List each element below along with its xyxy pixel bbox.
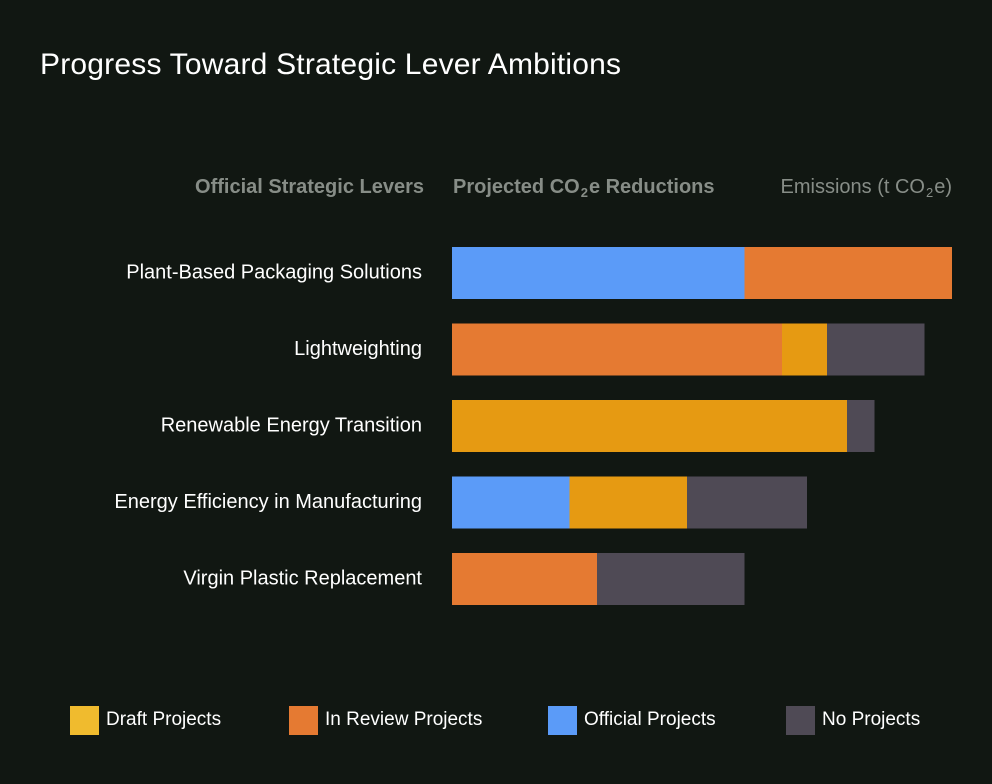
bar-virgin-plastic-replacement-in-review-projects[interactable] [452, 553, 597, 605]
bar-energy-efficiency-in-manufacturing-draft-projects[interactable] [569, 476, 688, 529]
legend-label-in-review-projects: In Review Projects [325, 709, 483, 730]
legend-item-official-projects[interactable]: Official Projects [548, 705, 716, 735]
bar-lightweighting-draft-projects[interactable] [782, 323, 827, 376]
emissions-header-prefix: Emissions (t CO [780, 176, 925, 198]
bar-renewable-energy-transition-draft-projects[interactable] [452, 400, 847, 452]
chart-legend: Draft Projects In Review Projects Official… [0, 705, 992, 737]
bar-renewable-energy-transition-no-projects[interactable] [847, 400, 875, 452]
reductions-header-prefix: Projected CO [453, 176, 580, 198]
category-label-energy-efficiency-in-manufacturing: Energy Efficiency in Manufacturing [114, 491, 422, 513]
bar-energy-efficiency-in-manufacturing-no-projects[interactable] [687, 476, 807, 529]
reductions-header-suffix: e Reductions [588, 176, 715, 198]
legend-item-in-review-projects[interactable]: In Review Projects [289, 705, 482, 735]
legend-label-draft-projects: Draft Projects [106, 709, 222, 730]
legend-label-official-projects: Official Projects [584, 709, 716, 730]
legend-item-draft-projects[interactable]: Draft Projects [70, 705, 221, 735]
bar-lightweighting-in-review-projects[interactable] [452, 323, 782, 376]
legend-swatch-no-projects [786, 705, 815, 735]
legend-swatch-official-projects [548, 705, 577, 735]
legend-item-no-projects[interactable]: No Projects [786, 705, 920, 735]
bar-plant-based-packaging-solutions-in-review-projects[interactable] [744, 247, 953, 299]
category-label-plant-based-packaging-solutions: Plant-Based Packaging Solutions [126, 261, 422, 283]
bar-lightweighting-no-projects[interactable] [827, 323, 925, 376]
chart-title: Progress Toward Strategic Lever Ambition… [40, 48, 622, 81]
legend-swatch-draft-projects [70, 705, 99, 735]
reductions-column-header: Projected CO2e Reductions [453, 176, 715, 200]
category-label-renewable-energy-transition: Renewable Energy Transition [161, 414, 422, 436]
bar-energy-efficiency-in-manufacturing-official-projects[interactable] [452, 476, 570, 529]
levers-column-header: Official Strategic Levers [195, 176, 424, 198]
emissions-header-subscript: 2 [925, 185, 934, 200]
emissions-header-suffix: e) [934, 176, 952, 198]
bar-virgin-plastic-replacement-no-projects[interactable] [597, 553, 745, 605]
bar-plant-based-packaging-solutions-official-projects[interactable] [452, 247, 745, 299]
legend-swatch-in-review-projects [289, 705, 318, 735]
legend-label-no-projects: No Projects [822, 709, 921, 730]
emissions-column-header: Emissions (t CO2e) [780, 176, 953, 200]
reductions-header-subscript: 2 [580, 185, 588, 200]
category-label-lightweighting: Lightweighting [294, 338, 422, 360]
category-label-virgin-plastic-replacement: Virgin Plastic Replacement [183, 567, 422, 589]
